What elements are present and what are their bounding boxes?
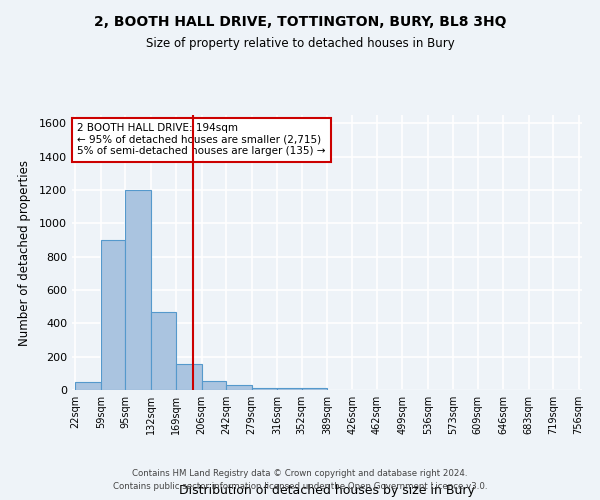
Text: Contains public sector information licensed under the Open Government Licence v3: Contains public sector information licen…	[113, 482, 487, 491]
Bar	[251, 388, 277, 390]
Bar	[277, 388, 302, 390]
Text: Contains HM Land Registry data © Crown copyright and database right 2024.: Contains HM Land Registry data © Crown c…	[132, 468, 468, 477]
Bar	[302, 388, 327, 390]
Bar	[76, 382, 101, 390]
X-axis label: Distribution of detached houses by size in Bury: Distribution of detached houses by size …	[179, 484, 475, 497]
Bar	[125, 190, 151, 390]
Bar	[101, 240, 125, 390]
Text: Size of property relative to detached houses in Bury: Size of property relative to detached ho…	[146, 38, 454, 51]
Text: 2 BOOTH HALL DRIVE: 194sqm
← 95% of detached houses are smaller (2,715)
5% of se: 2 BOOTH HALL DRIVE: 194sqm ← 95% of deta…	[77, 123, 326, 156]
Bar	[151, 312, 176, 390]
Bar	[226, 385, 251, 390]
Text: 2, BOOTH HALL DRIVE, TOTTINGTON, BURY, BL8 3HQ: 2, BOOTH HALL DRIVE, TOTTINGTON, BURY, B…	[94, 15, 506, 29]
Bar	[176, 364, 202, 390]
Y-axis label: Number of detached properties: Number of detached properties	[17, 160, 31, 346]
Bar	[202, 381, 226, 390]
